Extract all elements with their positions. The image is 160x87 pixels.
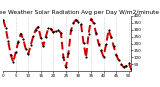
Title: Milwaukee Weather Solar Radiation Avg per Day W/m2/minute: Milwaukee Weather Solar Radiation Avg pe…: [0, 10, 159, 15]
